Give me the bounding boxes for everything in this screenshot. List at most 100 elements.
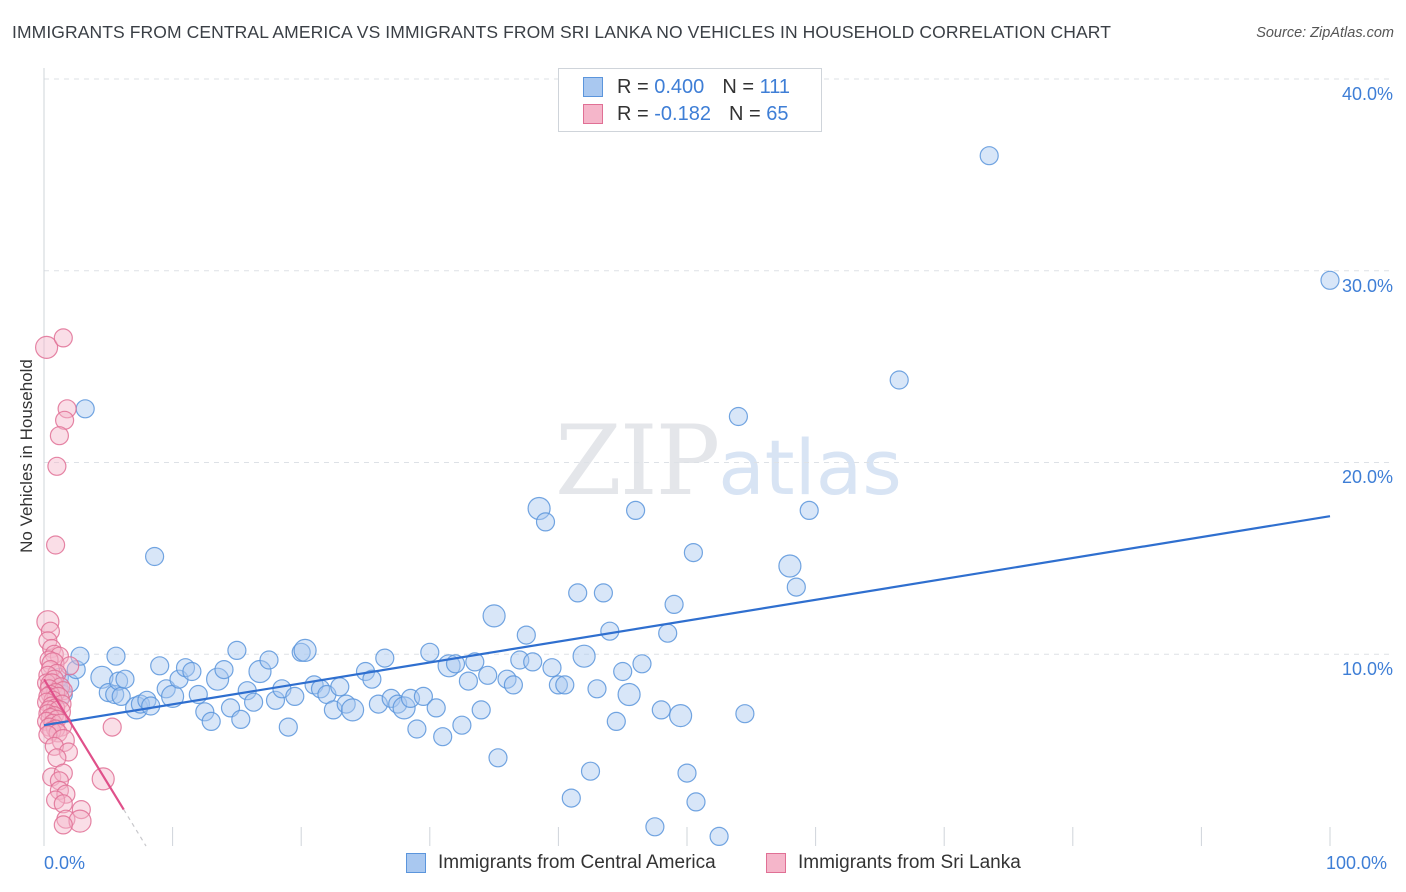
watermark: ZIPatlas (555, 405, 902, 517)
data-point (686, 792, 706, 812)
legend-swatch-pink (583, 104, 603, 124)
legend-r-label: R = (617, 75, 649, 98)
data-point (625, 500, 646, 520)
data-point (145, 546, 165, 567)
watermark-atlas: atlas (718, 423, 902, 512)
data-point (1320, 270, 1340, 290)
data-point (227, 640, 247, 661)
trend-lines (43, 515, 1331, 847)
legend-r-value: 0.400 (654, 75, 705, 98)
data-point (259, 650, 279, 670)
data-point (778, 554, 802, 578)
data-point (214, 659, 234, 680)
legend-swatch-blue (583, 77, 603, 97)
data-point (728, 406, 749, 427)
trend-line-sri-lanka (43, 678, 125, 811)
y-tick-label-20: 20.0% (1341, 467, 1393, 487)
bottom-legend-label: Immigrants from Central America (438, 852, 716, 873)
grid-lines (44, 78, 1392, 655)
data-point (465, 652, 485, 672)
data-point (392, 696, 416, 720)
y-tick-label-10: 10.0% (1341, 659, 1393, 679)
axes (43, 68, 1331, 846)
data-point (527, 496, 551, 521)
data-point (58, 742, 79, 762)
x-tick-label-max: 100.0% (1326, 853, 1388, 873)
correlation-legend: R = 0.400 N = 111 R = -0.182 N = 65 (558, 68, 822, 132)
data-point (407, 719, 427, 739)
trend-line-central-america (43, 515, 1331, 727)
data-point (516, 625, 536, 645)
bottom-legend-swatch-blue (406, 853, 426, 873)
data-point (979, 146, 999, 166)
data-point (632, 654, 652, 674)
data-point (478, 665, 498, 685)
legend-row-central-america: R = 0.400 N = 111 (583, 74, 790, 100)
data-point (53, 815, 73, 835)
x-tick-label-min: 0.0% (44, 853, 86, 873)
data-point (542, 658, 562, 678)
data-point (53, 794, 73, 814)
data-point (75, 399, 95, 419)
data-point (44, 736, 64, 756)
data-point (47, 456, 67, 476)
data-point (68, 809, 92, 833)
y-tick-label-40: 40.0% (1341, 84, 1393, 104)
data-point (677, 763, 697, 783)
data-point (658, 623, 678, 643)
data-point (413, 686, 433, 707)
data-point (645, 817, 665, 837)
data-point (375, 648, 395, 668)
data-point (458, 671, 478, 691)
legend-r-value: -0.182 (654, 102, 711, 125)
data-point (664, 594, 684, 615)
data-point (150, 656, 170, 676)
data-point (90, 665, 114, 689)
data-point (231, 709, 251, 730)
data-point (285, 686, 305, 707)
data-point (561, 788, 581, 808)
data-point (471, 700, 491, 720)
data-point (606, 711, 626, 732)
data-point (617, 682, 641, 707)
data-point (433, 727, 453, 747)
data-point (106, 646, 126, 666)
series-central-america (45, 146, 1340, 847)
data-point (488, 748, 508, 768)
data-point (651, 700, 671, 720)
data-point (482, 604, 506, 628)
data-point (115, 669, 135, 689)
data-point (593, 583, 614, 603)
data-point (45, 535, 66, 555)
data-point (34, 335, 59, 359)
legend-n-value: 111 (759, 75, 790, 98)
data-point (70, 646, 90, 666)
data-point (889, 370, 909, 390)
data-point (265, 690, 286, 710)
data-point (568, 583, 588, 603)
bottom-legend-central-america: Immigrants from Central America (406, 852, 716, 874)
bottom-legend-sri-lanka: Immigrants from Sri Lanka (766, 852, 1021, 874)
data-point (735, 704, 755, 724)
bottom-legend-label: Immigrants from Sri Lanka (798, 852, 1021, 873)
data-point (420, 642, 440, 662)
legend-n-label: N = (728, 102, 761, 125)
bottom-legend-swatch-pink (766, 853, 786, 873)
data-point (523, 652, 543, 672)
data-point (668, 703, 693, 728)
chart-title: IMMIGRANTS FROM CENTRAL AMERICA VS IMMIG… (12, 22, 1112, 42)
data-point (709, 826, 729, 847)
data-point (330, 677, 350, 697)
data-point (613, 661, 633, 682)
legend-n-value: 65 (766, 102, 789, 125)
data-point (293, 638, 317, 663)
y-tick-label-30: 30.0% (1341, 276, 1393, 296)
legend-r-label: R = (617, 102, 649, 125)
data-point (503, 675, 524, 695)
data-point (786, 577, 806, 597)
data-point (683, 542, 704, 563)
data-point (587, 679, 607, 699)
data-point (452, 715, 472, 735)
data-point (182, 661, 202, 682)
